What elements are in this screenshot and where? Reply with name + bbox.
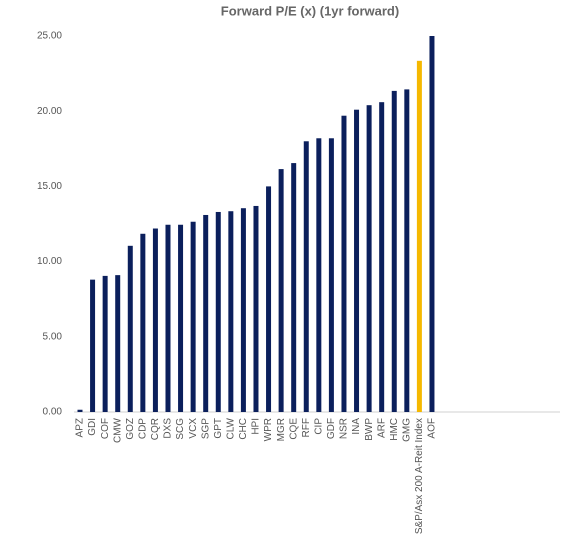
bar bbox=[328, 138, 334, 412]
bar bbox=[429, 36, 435, 412]
y-tick-label: 0.00 bbox=[43, 407, 63, 418]
bar bbox=[165, 224, 171, 412]
bar bbox=[404, 89, 410, 412]
x-tick-label: AOF bbox=[427, 418, 438, 439]
x-tick-label: BWP bbox=[364, 418, 375, 441]
x-tick-label: RFF bbox=[301, 418, 312, 437]
bar bbox=[115, 275, 121, 412]
x-tick-label: CIP bbox=[313, 418, 324, 435]
x-tick-label: SGP bbox=[200, 418, 211, 439]
bar bbox=[215, 211, 221, 412]
x-tick-label: NSR bbox=[339, 418, 350, 439]
bar bbox=[77, 409, 83, 412]
x-tick-label: MGR bbox=[276, 418, 287, 441]
bar bbox=[127, 245, 133, 412]
x-tick-label: CLW bbox=[225, 417, 236, 439]
x-tick-label: INA bbox=[351, 418, 362, 435]
x-tick-label: GMG bbox=[401, 418, 412, 442]
x-tick-label: GDI bbox=[87, 418, 98, 436]
y-tick-label: 10.00 bbox=[37, 256, 62, 267]
bar bbox=[303, 141, 309, 412]
y-tick-label: 20.00 bbox=[37, 106, 62, 117]
x-tick-label: VCX bbox=[188, 418, 199, 439]
bar bbox=[140, 233, 146, 412]
bar bbox=[152, 228, 158, 412]
bar bbox=[416, 60, 422, 412]
x-tick-label: CQR bbox=[150, 418, 161, 440]
bar bbox=[341, 115, 347, 412]
x-tick-label: GPT bbox=[213, 418, 224, 439]
x-tick-label: SCG bbox=[175, 418, 186, 440]
chart-title: Forward P/E (x) (1yr forward) bbox=[221, 3, 399, 18]
x-tick-label: CQE bbox=[288, 418, 299, 440]
bar bbox=[266, 186, 272, 412]
bar bbox=[366, 105, 372, 413]
x-tick-label: CDP bbox=[137, 418, 148, 439]
bar bbox=[291, 163, 297, 412]
x-tick-label: CHC bbox=[238, 418, 249, 440]
x-tick-label: COF bbox=[100, 418, 111, 439]
x-tick-label: S&P/Asx 200 A-Reit Index bbox=[414, 418, 425, 534]
bar bbox=[391, 90, 397, 412]
bar bbox=[190, 221, 196, 412]
x-tick-label: HMC bbox=[389, 418, 400, 441]
bar bbox=[102, 275, 108, 412]
bar bbox=[253, 205, 259, 412]
x-tick-label: HPI bbox=[251, 418, 262, 435]
bar bbox=[316, 138, 322, 412]
y-tick-label: 15.00 bbox=[37, 181, 62, 192]
y-tick-label: 25.00 bbox=[37, 31, 62, 42]
bar bbox=[354, 109, 360, 413]
bar bbox=[379, 102, 385, 413]
y-tick-label: 5.00 bbox=[43, 331, 63, 342]
x-tick-label: ARF bbox=[376, 418, 387, 438]
bar bbox=[203, 214, 209, 412]
x-tick-label: WPR bbox=[263, 418, 274, 441]
bar bbox=[90, 279, 96, 412]
x-tick-label: DXS bbox=[163, 418, 174, 439]
x-tick-label: APZ bbox=[75, 418, 86, 437]
x-tick-label: CMW bbox=[112, 417, 123, 443]
bar bbox=[240, 208, 246, 412]
bar bbox=[178, 224, 184, 412]
x-tick-label: GOZ bbox=[125, 418, 136, 440]
x-tick-label: GDF bbox=[326, 418, 337, 439]
bar bbox=[278, 169, 284, 412]
bar bbox=[228, 211, 234, 412]
